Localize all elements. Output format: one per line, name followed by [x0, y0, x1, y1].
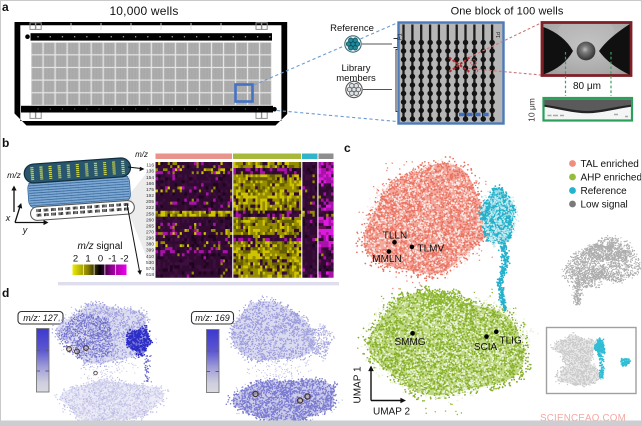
svg-text:192: 192 [146, 193, 154, 199]
svg-text:136: 136 [146, 169, 154, 175]
svg-text:TLMV: TLMV [418, 244, 445, 255]
svg-text:166: 166 [146, 181, 154, 187]
svg-text:Library: Library [341, 63, 370, 74]
svg-text:b: b [2, 136, 9, 150]
svg-text:265: 265 [146, 223, 154, 229]
svg-text:SMMG: SMMG [394, 337, 425, 348]
svg-text:205: 205 [146, 199, 154, 205]
svg-text:-1: -1 [108, 254, 116, 265]
svg-text:0: 0 [98, 254, 103, 265]
svg-text:380: 380 [146, 242, 154, 248]
svg-text:SCIA: SCIA [474, 342, 498, 353]
svg-text:P1: P1 [398, 33, 404, 40]
svg-text:154: 154 [146, 175, 154, 181]
svg-text:m/z: m/z [7, 170, 21, 180]
svg-text:-2: -2 [120, 254, 128, 265]
svg-text:10 μm: 10 μm [527, 98, 537, 122]
svg-text:AHP enriched: AHP enriched [581, 173, 642, 184]
svg-text:Low signal: Low signal [581, 200, 628, 211]
svg-text:530: 530 [146, 260, 154, 266]
svg-text:399: 399 [146, 248, 154, 254]
svg-text:m/z: 169: m/z: 169 [195, 313, 230, 323]
svg-text:TAL enriched: TAL enriched [581, 159, 639, 170]
svg-text:TLLN: TLLN [383, 231, 407, 242]
svg-text:175: 175 [146, 187, 154, 193]
svg-text:Reference: Reference [330, 23, 374, 34]
svg-text:574: 574 [146, 266, 154, 272]
svg-text:270: 270 [146, 230, 154, 236]
svg-text:222: 222 [146, 205, 154, 211]
svg-text:258: 258 [146, 211, 154, 217]
svg-text:1: 1 [85, 254, 90, 265]
svg-text:SCIENCEAQ.COM: SCIENCEAQ.COM [540, 413, 626, 424]
svg-text:m/z signal: m/z signal [77, 241, 122, 252]
svg-text:One block of 100 wells: One block of 100 wells [451, 6, 564, 18]
svg-text:m/z: 127: m/z: 127 [23, 313, 59, 323]
svg-text:c: c [344, 141, 351, 155]
svg-text:10,000 wells: 10,000 wells [109, 4, 178, 18]
svg-text:Reference: Reference [581, 186, 628, 197]
svg-text:618: 618 [146, 272, 154, 278]
svg-text:members: members [336, 73, 376, 84]
svg-text:m/z: m/z [135, 150, 148, 159]
svg-text:1d: 1d [496, 32, 502, 38]
svg-text:116: 116 [146, 163, 154, 169]
svg-text:d: d [2, 286, 9, 300]
svg-text:2: 2 [73, 254, 78, 265]
svg-text:TLIG: TLIG [500, 336, 522, 347]
svg-text:80 μm: 80 μm [573, 81, 601, 92]
svg-text:MMLN: MMLN [372, 254, 401, 265]
svg-text:a: a [2, 0, 9, 14]
svg-text:410: 410 [146, 254, 154, 260]
svg-text:UMAP 1: UMAP 1 [353, 366, 364, 403]
svg-text:y: y [22, 225, 28, 235]
svg-text:296: 296 [146, 236, 154, 242]
svg-text:x: x [5, 213, 11, 223]
svg-text:260: 260 [146, 217, 154, 223]
svg-text:UMAP 2: UMAP 2 [373, 407, 410, 418]
